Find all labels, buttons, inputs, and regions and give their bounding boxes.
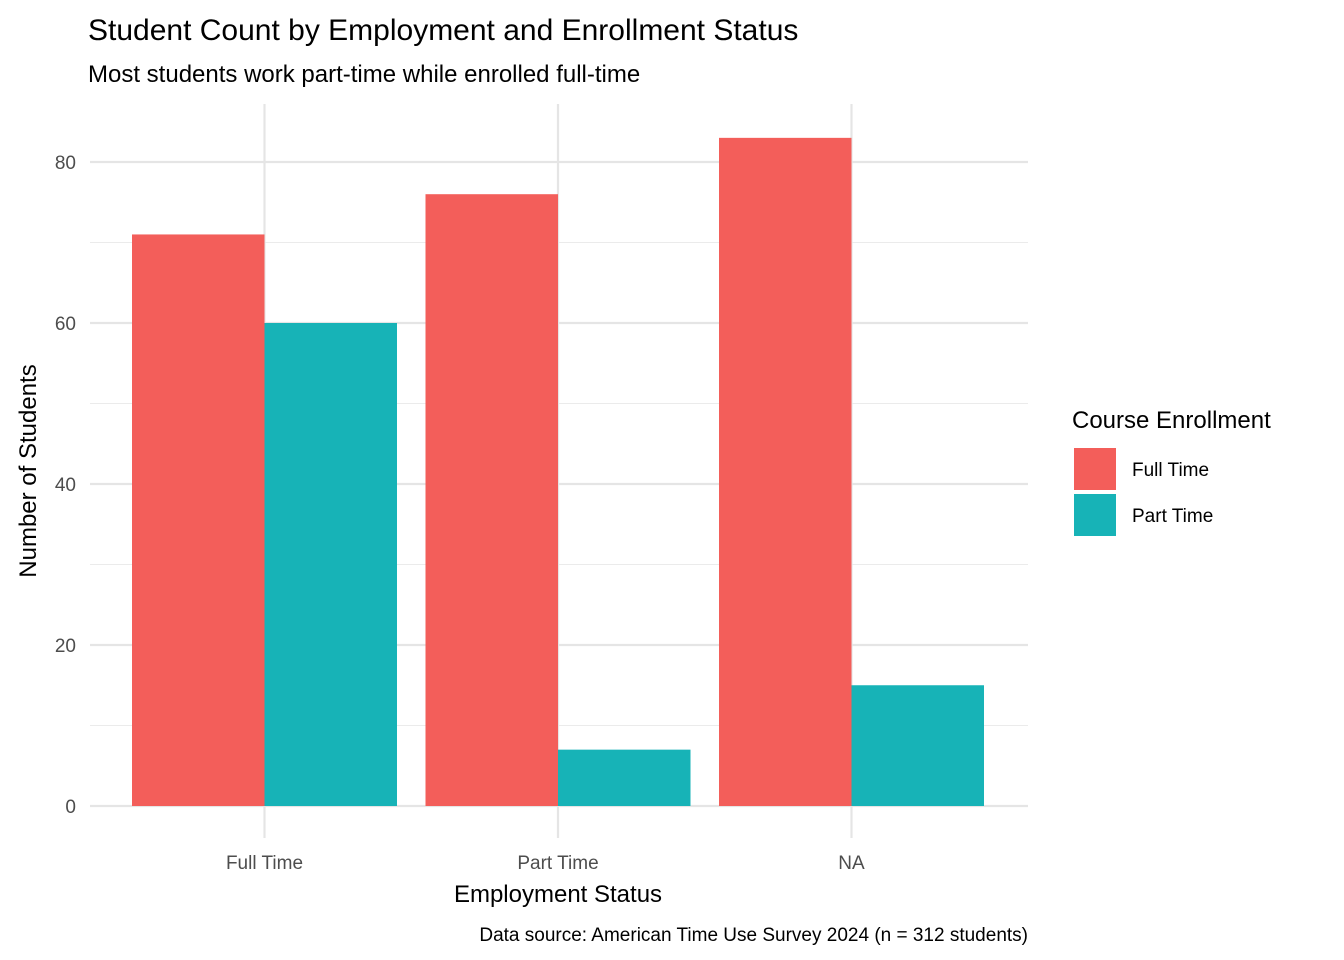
x-tick-label: Part Time: [517, 853, 598, 874]
y-tick-label: 20: [55, 636, 76, 657]
bar: [719, 137, 852, 807]
y-tick-label: 40: [55, 475, 76, 496]
y-tick-label: 60: [55, 314, 76, 335]
bar: [425, 194, 558, 806]
x-axis-ticks: Full Time Part Time NA: [226, 853, 865, 874]
legend-swatch: [1074, 448, 1116, 490]
legend-label: Full Time: [1132, 460, 1209, 481]
y-axis-title: Number of Students: [15, 364, 42, 577]
legend: Full Time Part Time: [1074, 448, 1213, 536]
y-axis-ticks: 0 20 40 60 80: [55, 153, 76, 818]
bar: [851, 685, 984, 806]
caption: Data source: American Time Use Survey 20…: [479, 925, 1028, 946]
y-tick-label: 80: [55, 153, 76, 174]
x-tick-label: NA: [838, 853, 865, 874]
bars: [132, 137, 984, 807]
legend-swatch: [1074, 494, 1116, 536]
bar: [264, 323, 397, 806]
chart-subtitle: Most students work part-time while enrol…: [88, 61, 640, 88]
y-tick-label: 0: [65, 797, 76, 818]
x-tick-label: Full Time: [226, 853, 303, 874]
legend-label: Part Time: [1132, 506, 1213, 527]
bar: [132, 234, 265, 806]
legend-title: Course Enrollment: [1072, 407, 1271, 434]
x-axis-title: Employment Status: [454, 881, 662, 908]
bar: [558, 749, 691, 806]
chart-title: Student Count by Employment and Enrollme…: [88, 14, 798, 47]
